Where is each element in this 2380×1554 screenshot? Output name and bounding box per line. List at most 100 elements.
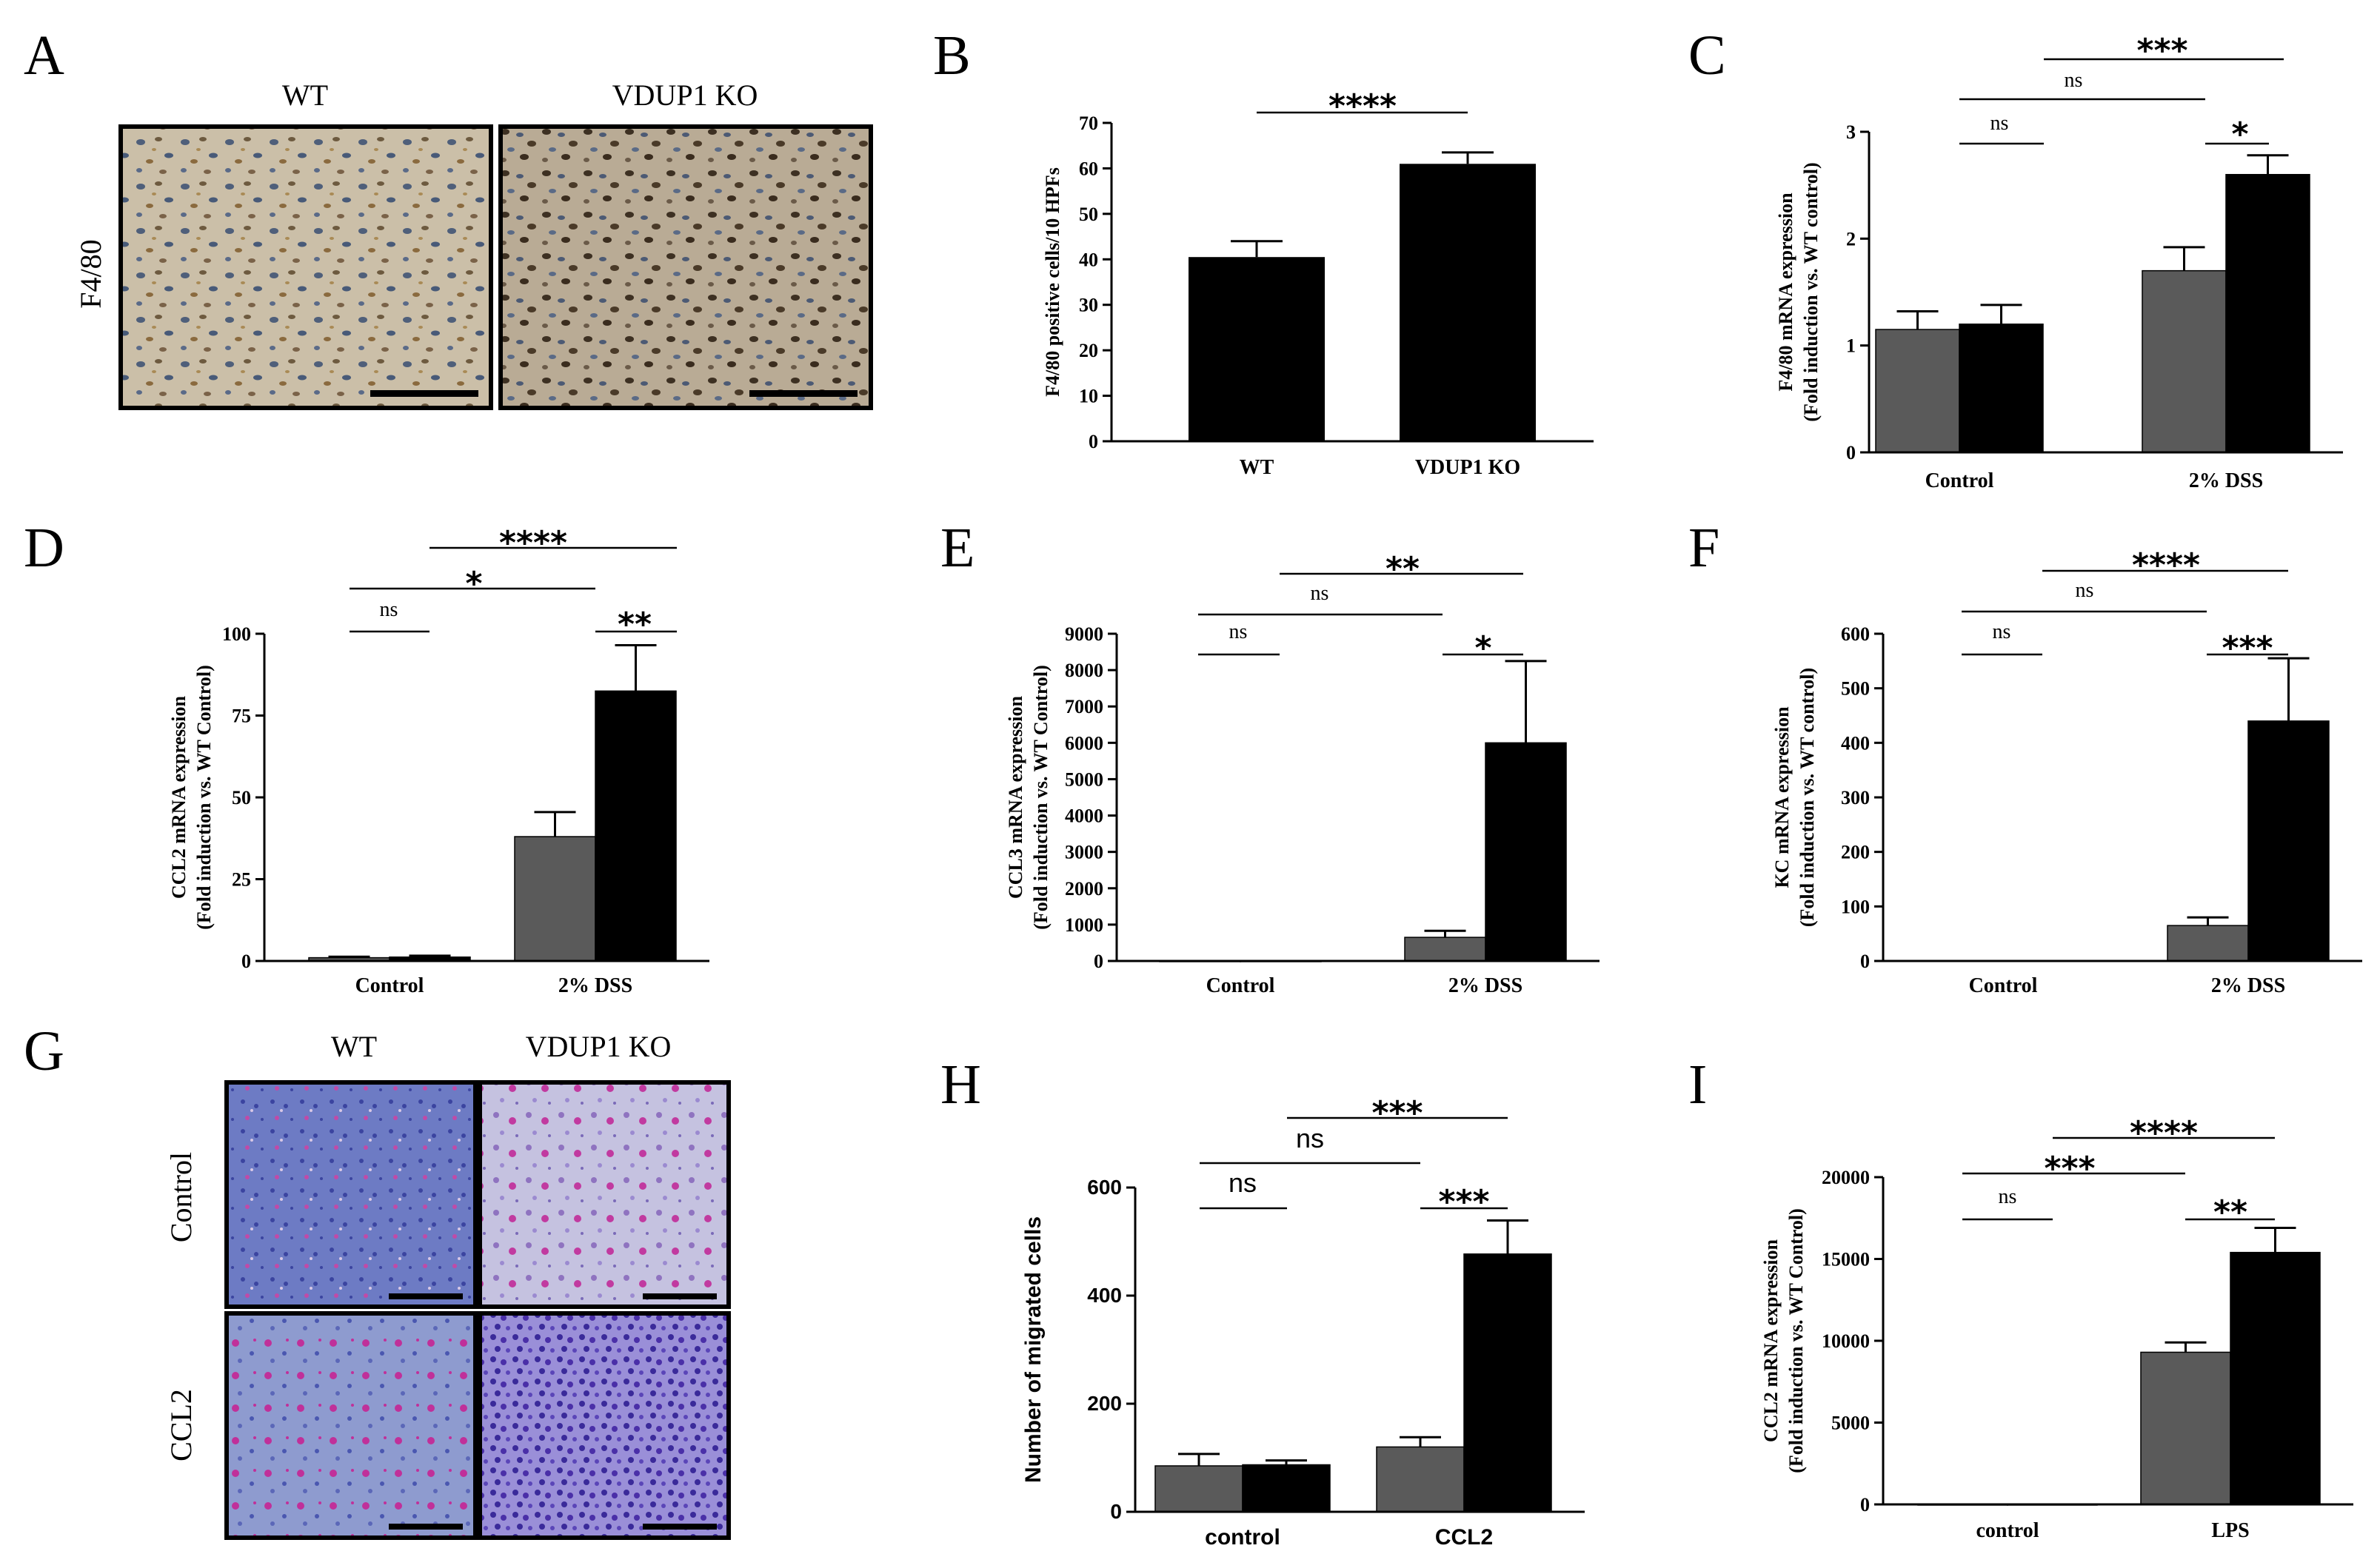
panel-letter-g: G <box>24 1020 64 1082</box>
category-label: Control <box>1925 469 1994 492</box>
significance-label: *** <box>2136 32 2187 70</box>
scale-bar <box>389 1293 463 1299</box>
bar-wt <box>514 836 596 962</box>
chart-e: Control 2% DSS 0 1000 2000 3000 4000 5000 6000 70… <box>1005 550 1600 997</box>
y-axis-label: (Fold induction vs. WT control) <box>1796 668 1818 927</box>
y-tick-label: 3 <box>1846 121 1856 143</box>
category-label: control <box>1976 1519 2039 1542</box>
category-label: Control <box>1969 974 2038 997</box>
chart-d: Control 2% DSS 0 25 50 75 100 CCL2 mRNA express… <box>168 524 709 997</box>
category-label: 2% DSS <box>1448 974 1522 997</box>
panel-letter-c: C <box>1688 24 1726 87</box>
bar-ko <box>595 690 677 962</box>
y-tick-label: 3000 <box>1065 842 1103 863</box>
y-tick-label: 50 <box>1079 204 1098 225</box>
significance-label: *** <box>1438 1183 1489 1221</box>
bar <box>1189 257 1325 441</box>
significance-label: ** <box>1385 550 1420 588</box>
y-axis-label: F4/80 mRNA expression <box>1775 192 1796 392</box>
bar-wt <box>1404 937 1486 962</box>
micrograph-ko <box>498 124 873 410</box>
category-label: CCL2 <box>1435 1525 1493 1550</box>
category-label: 2% DSS <box>2211 974 2285 997</box>
ns-label: ns <box>1999 1185 2017 1208</box>
y-axis-label: (Fold induction vs. WT Control) <box>1785 1208 1807 1473</box>
micrograph-wt-control <box>224 1080 478 1309</box>
significance-label: * <box>465 565 482 603</box>
y-tick-label: 30 <box>1079 295 1098 316</box>
bar-wt <box>2142 269 2227 453</box>
category-label: Control <box>1206 974 1275 997</box>
y-axis-label: CCL2 mRNA expression <box>168 695 190 899</box>
stain-label: F4/80 <box>74 239 107 308</box>
bar-ko <box>1463 1253 1552 1513</box>
y-tick-label: 10 <box>1079 386 1098 407</box>
y-axis-label: (Fold induction vs. WT Control) <box>193 665 215 930</box>
category-label: Control <box>355 974 424 997</box>
significance-label: * <box>2231 115 2248 153</box>
y-tick-label: 0 <box>1089 431 1098 452</box>
y-axis-label: KC mRNA expression <box>1771 706 1793 888</box>
y-axis-label: (Fold induction vs. WT control) <box>1800 162 1822 421</box>
bar-wt <box>1376 1446 1465 1513</box>
y-tick-label: 600 <box>1841 623 1870 645</box>
col-label-ko: VDUP1 KO <box>526 1030 672 1063</box>
row-label-ccl2: CCL2 <box>164 1389 198 1461</box>
y-axis-label: (Fold induction vs. WT Control) <box>1030 665 1052 930</box>
panel-g: G WT VDUP1 KO Control CCL2 <box>24 1020 731 1540</box>
chart-i: control LPS 0 5000 10000 15000 20000 CCL2 mRNA … <box>1760 1114 2353 1542</box>
y-tick-label: 75 <box>232 706 251 727</box>
panel-letter-e: E <box>940 517 975 579</box>
y-axis-label: F4/80 positive cells/10 HPFs <box>1042 167 1063 397</box>
ns-label: ns <box>1990 112 2009 135</box>
category-label: 2% DSS <box>2189 469 2263 492</box>
panel-a: A WT VDUP1 KO F4/80 <box>24 24 873 410</box>
bar-wt <box>1875 329 1960 453</box>
ns-label: ns <box>1993 620 2011 643</box>
y-tick-label: 0 <box>1860 1494 1870 1516</box>
significance-label: ** <box>618 606 652 643</box>
y-tick-label: 2000 <box>1065 878 1103 900</box>
bar-ko <box>1242 1464 1331 1513</box>
panel-letter-i: I <box>1688 1054 1707 1116</box>
bar-wt <box>2140 1351 2231 1505</box>
y-tick-label: 1000 <box>1065 914 1103 936</box>
y-tick-label: 300 <box>1841 787 1870 808</box>
y-tick-label: 400 <box>1841 732 1870 754</box>
bar-ko <box>2230 1251 2321 1505</box>
bar-ko <box>1485 742 1567 962</box>
significance-label: *** <box>1371 1094 1423 1132</box>
y-tick-label: 50 <box>232 787 251 808</box>
y-tick-label: 0 <box>1860 951 1870 972</box>
y-tick-label: 8000 <box>1065 660 1103 681</box>
y-tick-label: 10000 <box>1822 1330 1870 1352</box>
y-tick-label: 15000 <box>1822 1249 1870 1270</box>
micrograph-wt <box>118 124 493 410</box>
ns-label: ns <box>1296 1123 1324 1153</box>
panel-letter-a: A <box>24 24 64 87</box>
significance-label: **** <box>499 524 567 562</box>
scale-bar <box>643 1293 717 1299</box>
chart-h: control CCL2 0 200 400 600 Number of migrated … <box>1021 1094 1585 1550</box>
y-tick-label: 20000 <box>1822 1167 1870 1188</box>
y-axis-label: CCL2 mRNA expression <box>1760 1239 1782 1442</box>
y-tick-label: 600 <box>1087 1176 1122 1199</box>
bar-ko <box>2247 720 2330 962</box>
row-label-control: Control <box>164 1152 198 1242</box>
y-tick-label: 1 <box>1846 335 1856 357</box>
category-label: WT <box>1240 456 1274 479</box>
y-tick-label: 5000 <box>1065 768 1103 790</box>
y-axis-label: CCL3 mRNA expression <box>1005 695 1026 899</box>
bar-wt <box>1154 1465 1243 1513</box>
category-label: control <box>1205 1525 1280 1550</box>
y-tick-label: 200 <box>1087 1392 1122 1415</box>
bar-ko <box>2225 173 2310 453</box>
micrograph-ko-control <box>478 1080 731 1309</box>
y-tick-label: 0 <box>1110 1500 1122 1523</box>
y-tick-label: 0 <box>1094 951 1103 972</box>
category-label: 2% DSS <box>558 974 632 997</box>
ns-label: ns <box>1311 582 1329 605</box>
bar <box>1400 164 1536 442</box>
y-tick-label: 100 <box>1841 896 1870 917</box>
